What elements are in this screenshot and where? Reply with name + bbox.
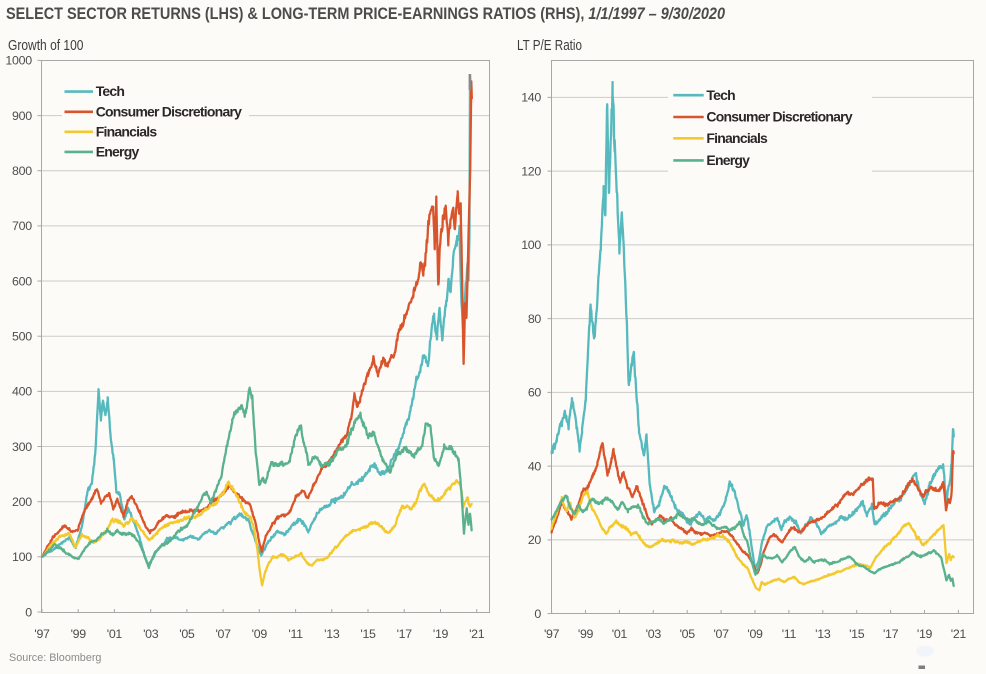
svg-text:'99: '99 [71,627,87,641]
svg-text:Tech: Tech [96,83,125,99]
svg-text:'15: '15 [360,627,376,641]
svg-text:'19: '19 [917,627,933,641]
svg-text:'01: '01 [612,627,628,641]
svg-text:Financials: Financials [96,123,158,139]
svg-text:800: 800 [12,164,32,178]
svg-text:'17: '17 [397,627,413,641]
svg-text:0: 0 [534,607,541,621]
svg-text:600: 600 [12,274,32,288]
svg-text:'07: '07 [215,627,231,641]
svg-text:400: 400 [12,385,32,399]
svg-text:Consumer Discretionary: Consumer Discretionary [96,103,242,119]
svg-text:'21: '21 [951,627,967,641]
svg-text:100: 100 [521,238,541,252]
svg-text:LT P/E Ratio: LT P/E Ratio [517,38,582,54]
svg-text:Source: Bloomberg: Source: Bloomberg [9,652,101,664]
svg-text:1000: 1000 [5,54,32,68]
svg-text:'03: '03 [646,627,662,641]
svg-text:900: 900 [12,109,32,123]
svg-text:200: 200 [12,495,32,509]
svg-text:500: 500 [12,330,32,344]
svg-text:'09: '09 [252,627,268,641]
svg-text:120: 120 [521,164,541,178]
svg-text:'05: '05 [179,627,195,641]
svg-text:Consumer Discretionary: Consumer Discretionary [706,109,852,125]
svg-text:700: 700 [12,219,32,233]
svg-text:'97: '97 [544,627,560,641]
svg-text:'97: '97 [34,627,50,641]
svg-text:'21: '21 [469,627,485,641]
svg-text:'99: '99 [578,627,594,641]
svg-text:'09: '09 [747,627,763,641]
svg-text:'03: '03 [143,627,159,641]
svg-text:SELECT SECTOR RETURNS (LHS) &: SELECT SECTOR RETURNS (LHS) & LONG-TERM … [6,5,725,23]
svg-text:80: 80 [528,312,542,326]
svg-text:'07: '07 [713,627,729,641]
svg-text:Financials: Financials [706,130,768,146]
svg-text:100: 100 [12,550,32,564]
svg-text:'17: '17 [883,627,899,641]
svg-text:Energy: Energy [706,152,750,168]
svg-text:0: 0 [25,605,32,619]
svg-text:20: 20 [528,533,542,547]
svg-text:'05: '05 [680,627,696,641]
svg-text:'19: '19 [433,627,449,641]
svg-text:'13: '13 [815,627,831,641]
svg-text:'13: '13 [324,627,340,641]
svg-text:60: 60 [528,386,542,400]
svg-text:Growth of 100: Growth of 100 [8,38,84,54]
svg-text:'15: '15 [849,627,865,641]
svg-text:Tech: Tech [706,87,735,103]
svg-text:'01: '01 [107,627,123,641]
svg-text:'11: '11 [782,627,797,641]
svg-text:Energy: Energy [96,144,140,160]
svg-text:'11: '11 [288,627,303,641]
svg-text:300: 300 [12,440,32,454]
svg-text:40: 40 [528,459,542,473]
svg-text:140: 140 [521,91,541,105]
